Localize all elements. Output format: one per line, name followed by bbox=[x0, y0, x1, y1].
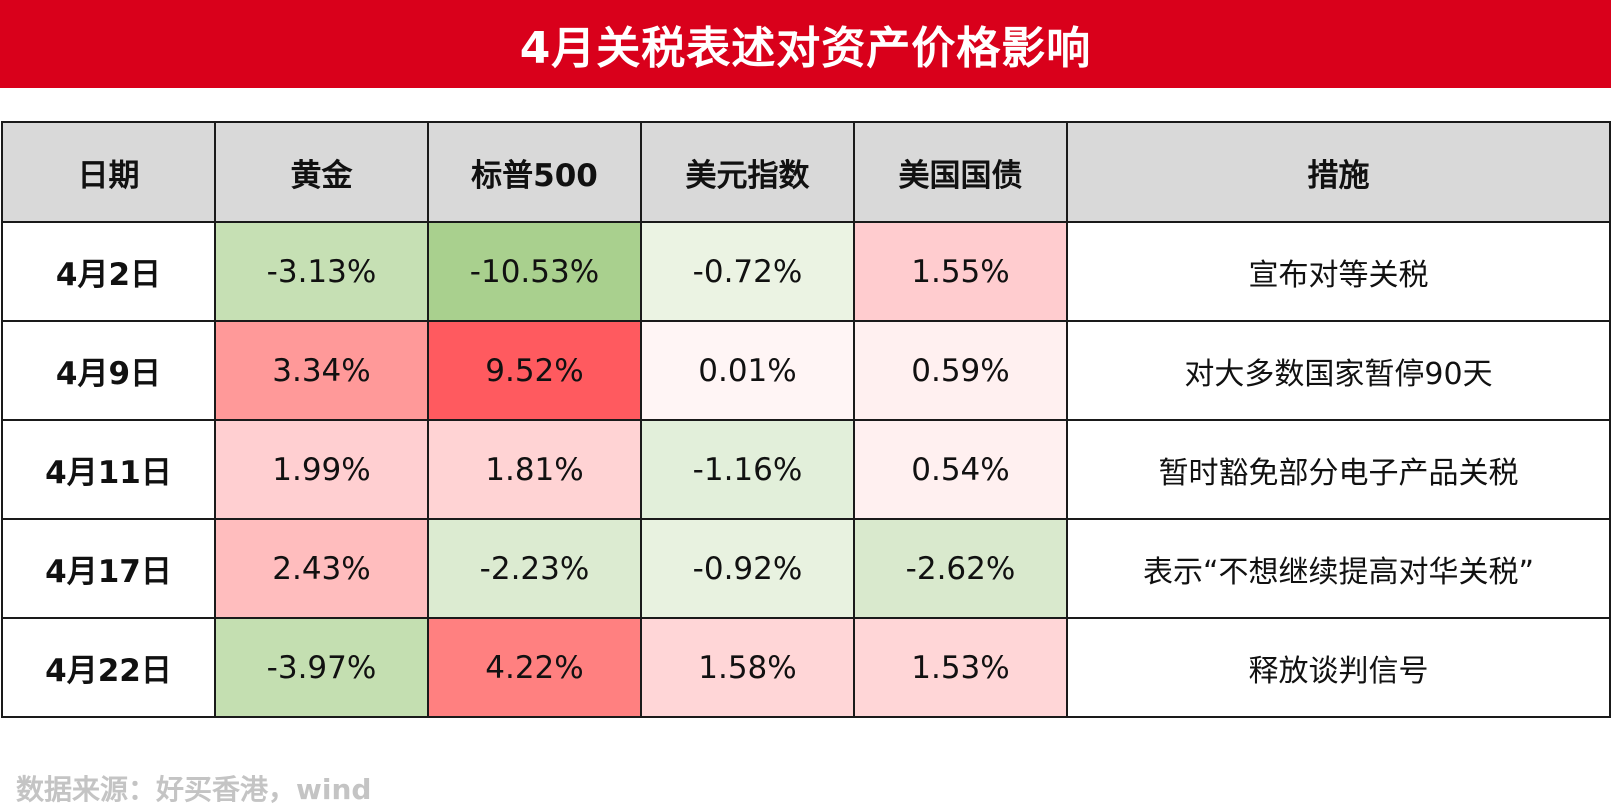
measure-cell: 释放谈判信号 bbox=[1066, 617, 1611, 718]
gold-value-cell: -3.97% bbox=[214, 617, 429, 718]
title-bar: 4月关税表述对资产价格影响 bbox=[0, 0, 1611, 88]
header-date: 日期 bbox=[1, 121, 216, 223]
table-header-row: 日期 黄金 标普500 美元指数 美国国债 措施 bbox=[1, 121, 1611, 223]
treasury-value-cell: 0.54% bbox=[853, 419, 1068, 520]
date-cell: 4月11日 bbox=[1, 419, 216, 520]
header-dollar-index: 美元指数 bbox=[640, 121, 855, 223]
sp500-value-cell: 4.22% bbox=[427, 617, 642, 718]
date-cell: 4月17日 bbox=[1, 518, 216, 619]
dollar-index-value-cell: 0.01% bbox=[640, 320, 855, 421]
table-row: 4月9日 3.34% 9.52% 0.01% 0.59% 对大多数国家暂停90天 bbox=[1, 320, 1611, 421]
dollar-index-value-cell: -0.92% bbox=[640, 518, 855, 619]
header-gold: 黄金 bbox=[214, 121, 429, 223]
dollar-index-value-cell: -0.72% bbox=[640, 221, 855, 322]
asset-impact-table: 日期 黄金 标普500 美元指数 美国国债 措施 4月2日 -3.13% -10… bbox=[1, 121, 1611, 718]
measure-cell: 暂时豁免部分电子产品关税 bbox=[1066, 419, 1611, 520]
dollar-index-value-cell: -1.16% bbox=[640, 419, 855, 520]
header-us-treasury: 美国国债 bbox=[853, 121, 1068, 223]
gold-value-cell: -3.13% bbox=[214, 221, 429, 322]
treasury-value-cell: 1.55% bbox=[853, 221, 1068, 322]
measure-cell: 对大多数国家暂停90天 bbox=[1066, 320, 1611, 421]
table-row: 4月17日 2.43% -2.23% -0.92% -2.62% 表示“不想继续… bbox=[1, 518, 1611, 619]
data-source-note: 数据来源：好买香港，wind bbox=[16, 773, 372, 806]
sp500-value-cell: 9.52% bbox=[427, 320, 642, 421]
gold-value-cell: 2.43% bbox=[214, 518, 429, 619]
measure-cell: 表示“不想继续提高对华关税” bbox=[1066, 518, 1611, 619]
table-row: 4月22日 -3.97% 4.22% 1.58% 1.53% 释放谈判信号 bbox=[1, 617, 1611, 718]
header-sp500: 标普500 bbox=[427, 121, 642, 223]
gold-value-cell: 3.34% bbox=[214, 320, 429, 421]
sp500-value-cell: 1.81% bbox=[427, 419, 642, 520]
measure-cell: 宣布对等关税 bbox=[1066, 221, 1611, 322]
sp500-value-cell: -2.23% bbox=[427, 518, 642, 619]
table-row: 4月2日 -3.13% -10.53% -0.72% 1.55% 宣布对等关税 bbox=[1, 221, 1611, 322]
table-row: 4月11日 1.99% 1.81% -1.16% 0.54% 暂时豁免部分电子产… bbox=[1, 419, 1611, 520]
treasury-value-cell: 1.53% bbox=[853, 617, 1068, 718]
header-measure: 措施 bbox=[1066, 121, 1611, 223]
treasury-value-cell: 0.59% bbox=[853, 320, 1068, 421]
date-cell: 4月9日 bbox=[1, 320, 216, 421]
dollar-index-value-cell: 1.58% bbox=[640, 617, 855, 718]
sp500-value-cell: -10.53% bbox=[427, 221, 642, 322]
date-cell: 4月22日 bbox=[1, 617, 216, 718]
gold-value-cell: 1.99% bbox=[214, 419, 429, 520]
treasury-value-cell: -2.62% bbox=[853, 518, 1068, 619]
page-title: 4月关税表述对资产价格影响 bbox=[519, 23, 1092, 74]
date-cell: 4月2日 bbox=[1, 221, 216, 322]
